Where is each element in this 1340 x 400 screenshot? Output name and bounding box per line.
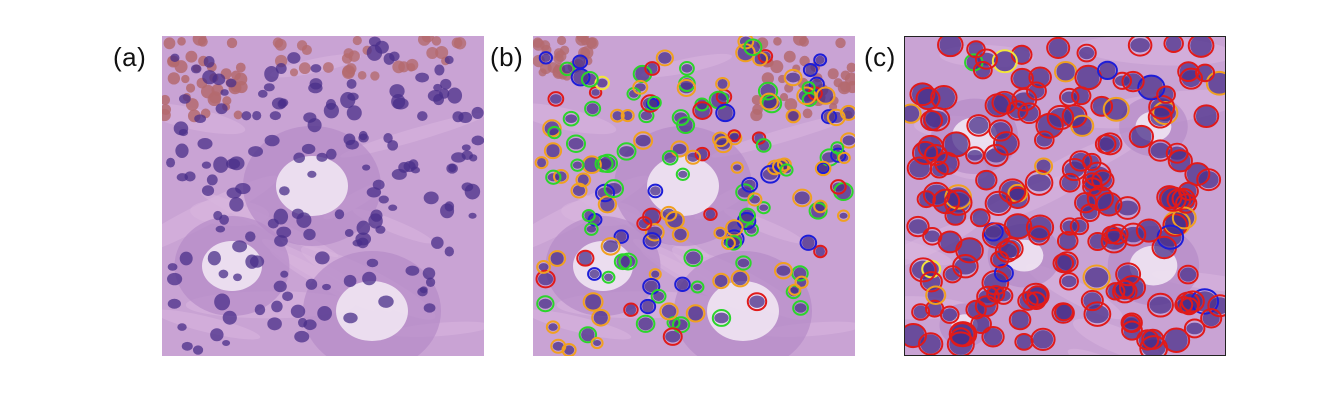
panel-b-label: (b) bbox=[490, 42, 524, 72]
histology-image-segmentation-c bbox=[904, 36, 1226, 356]
histology-image-segmentation-b bbox=[533, 36, 855, 356]
tissue-svg bbox=[533, 36, 855, 356]
histology-image-raw bbox=[162, 36, 484, 356]
tissue-svg bbox=[162, 36, 484, 356]
panel-c-label: (c) bbox=[864, 42, 896, 72]
tissue-svg bbox=[905, 37, 1225, 355]
panel-a-label: (a) bbox=[113, 42, 147, 72]
